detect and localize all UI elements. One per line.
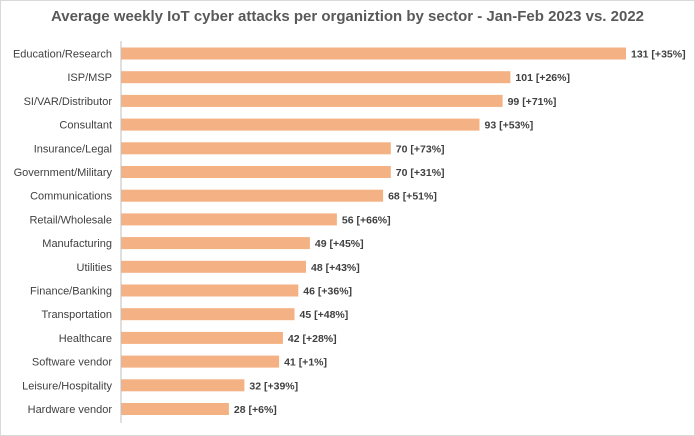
data-label-6: 68 [+51%] [388,191,437,203]
data-label-1: 101 [+26%] [515,72,570,84]
bar-4 [121,142,391,155]
data-label-10: 46 [+36%] [303,286,352,298]
category-label-4: Insurance/Legal [34,143,112,155]
bar-5 [121,166,391,178]
bar-3 [121,118,480,131]
bar-14 [121,379,245,392]
bar-1 [121,71,511,84]
category-label-3: Consultant [59,120,112,132]
data-label-2: 99 [+71%] [508,96,557,108]
bar-0 [121,47,626,60]
bar-9 [121,260,306,273]
data-label-9: 48 [+43%] [311,262,360,274]
data-label-15: 28 [+6%] [234,404,277,416]
category-label-8: Manufacturing [42,238,112,250]
data-label-7: 56 [+66%] [342,214,391,226]
data-label-13: 41 [+1%] [284,357,327,369]
category-label-10: Finance/Banking [30,286,112,298]
chart-title: Average weekly IoT cyber attacks per org… [50,8,645,25]
data-label-12: 42 [+28%] [288,333,337,345]
category-label-15: Hardware vendor [28,404,113,416]
category-label-11: Transportation [41,309,112,321]
category-label-6: Communications [30,191,112,203]
bar-7 [121,213,337,226]
data-label-8: 49 [+45%] [315,238,364,250]
category-label-13: Software vendor [32,357,112,369]
category-label-1: ISP/MSP [67,72,112,84]
category-label-5: Government/Military [14,167,113,179]
category-label-14: Leisure/Hospitality [22,380,112,392]
category-label-9: Utilities [77,262,113,274]
data-label-3: 93 [+53%] [485,120,534,132]
data-label-14: 32 [+39%] [249,380,298,392]
bar-11 [121,308,295,321]
bar-8 [121,237,310,250]
data-label-11: 45 [+48%] [300,309,349,321]
data-label-0: 131 [+35%] [631,49,686,61]
bar-15 [121,403,229,415]
bar-10 [121,284,299,297]
bar-6 [121,189,384,202]
category-label-7: Retail/Wholesale [29,214,112,226]
data-label-4: 70 [+73%] [396,143,445,155]
bar-12 [121,331,283,344]
bar-13 [121,355,280,368]
data-label-5: 70 [+31%] [396,167,445,179]
category-label-2: SI/VAR/Distributor [24,96,113,108]
category-label-0: Education/Research [13,49,112,61]
category-label-12: Healthcare [59,333,112,345]
bar-2 [121,94,503,107]
